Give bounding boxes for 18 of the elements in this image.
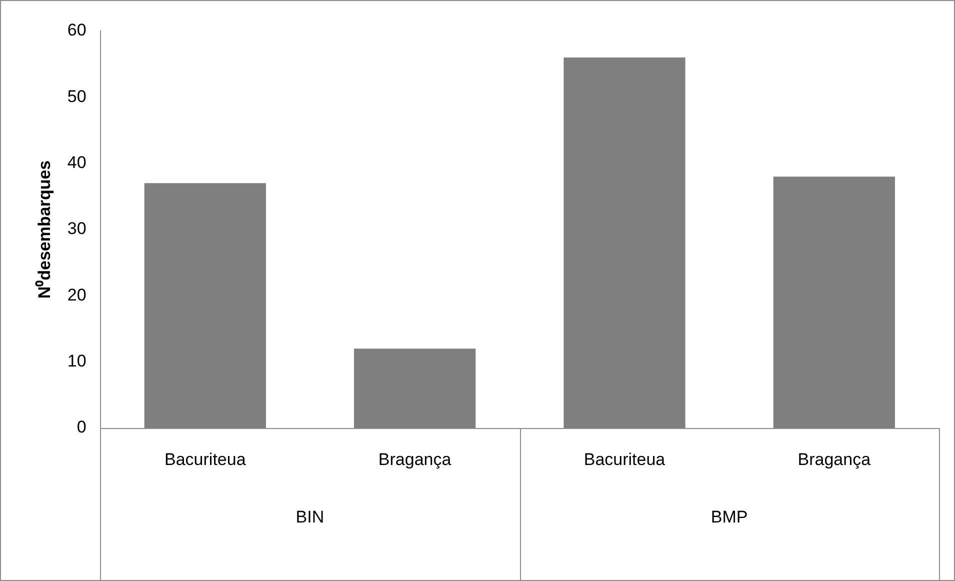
bar — [354, 348, 476, 428]
x-tick-label: Bragança — [378, 450, 452, 469]
y-tick-label: 30 — [67, 219, 86, 238]
x-tick-label: Bacuriteua — [164, 450, 246, 469]
y-tick-label: 60 — [67, 20, 86, 40]
x-tick-label: Bacuriteua — [584, 450, 666, 469]
y-axis-title: N⁰desembarques — [34, 160, 54, 299]
bar — [144, 183, 266, 428]
y-tick-label: 40 — [67, 153, 86, 172]
text: BMP — [710, 508, 748, 527]
bar — [564, 57, 686, 428]
text: BIN — [296, 508, 324, 527]
bar — [773, 176, 895, 428]
y-tick-label: 10 — [67, 352, 86, 371]
y-tick-label: 20 — [67, 285, 86, 304]
y-tick-label: 50 — [67, 86, 86, 106]
x-tick-label: Bragança — [798, 450, 872, 469]
y-tick-label: 0 — [76, 418, 86, 437]
